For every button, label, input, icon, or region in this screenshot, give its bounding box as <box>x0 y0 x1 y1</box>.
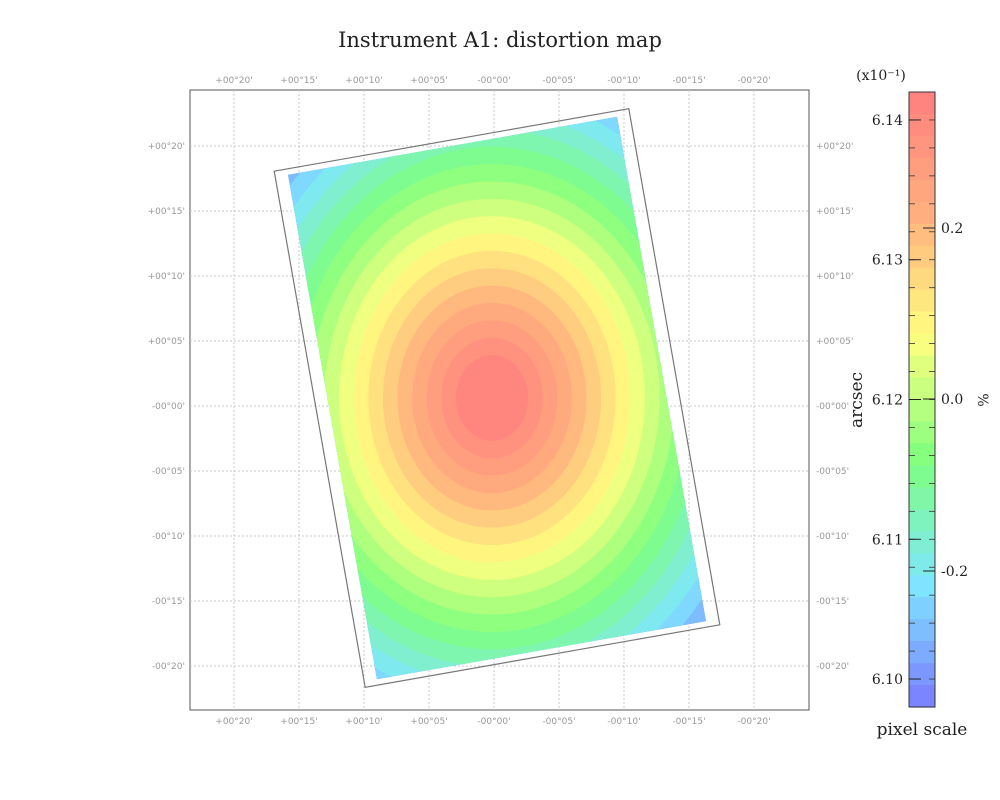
colorbar-band <box>909 465 935 488</box>
y-tick-label: -00°10' <box>152 532 185 542</box>
x-tick-label: -00°00' <box>477 717 510 727</box>
colorbar-tick-label: 6.14 <box>872 113 903 129</box>
y-tick-label: -00°10' <box>816 532 849 542</box>
x-tick-label: -00°15' <box>672 76 705 86</box>
colorbar-band <box>909 114 935 137</box>
y-tick-label: -00°05' <box>816 467 849 477</box>
colorbar-bottom-label: pixel scale <box>877 720 968 740</box>
colorbar-band <box>909 201 935 225</box>
x-tick-label: +00°05' <box>410 717 447 727</box>
colorbar-tick-label: 6.12 <box>872 393 903 409</box>
colorbar-right-ticks: 0.2 0.0 -0.2 <box>923 221 968 580</box>
colorbar-tick-label: -0.2 <box>941 564 968 580</box>
colorbar-band <box>909 355 935 379</box>
chart-title: Instrument A1: distortion map <box>338 28 662 52</box>
y-tick-label: +00°20' <box>816 142 853 152</box>
x-tick-label: -00°05' <box>542 76 575 86</box>
x-tick-label: +00°10' <box>345 717 382 727</box>
colorbar-exponent-label: (x10⁻¹) <box>856 68 906 84</box>
x-tick-label: -00°20' <box>737 717 770 727</box>
colorbar-band <box>909 443 935 466</box>
colorbar-left-ticks: 6.14 6.13 6.12 6.11 6.10 <box>872 113 921 688</box>
y-tick-label: -00°00' <box>816 402 849 412</box>
colorbar-tick-label: 0.0 <box>941 392 963 408</box>
colorbar-band <box>909 179 935 203</box>
colorbar-band <box>909 157 935 181</box>
colorbar-unit: % <box>974 393 990 406</box>
colorbar-band <box>909 685 935 708</box>
colorbar-band <box>909 135 935 159</box>
colorbar-band <box>909 487 935 510</box>
colorbar-band <box>909 223 935 247</box>
colorbar-tick-label: 6.13 <box>872 253 903 269</box>
y-tick-labels-left: +00°20' +00°15' +00°10' +00°05' -00°00' -00°0… <box>148 142 185 672</box>
colorbar-band <box>909 311 935 335</box>
x-tick-label: -00°15' <box>672 717 705 727</box>
x-tick-label: -00°10' <box>607 717 640 727</box>
colorbar-band <box>909 509 935 532</box>
x-tick-labels-top: +00°20' +00°15' +00°10' +00°05' -00°00' -00°0… <box>215 76 770 86</box>
colorbar-tick-label: 6.10 <box>872 672 903 688</box>
x-tick-label: +00°20' <box>215 717 252 727</box>
x-tick-label: +00°05' <box>410 76 447 86</box>
y-tick-label: +00°20' <box>148 142 185 152</box>
colorbar-band <box>909 619 935 642</box>
x-tick-label: -00°05' <box>542 717 575 727</box>
colorbar-band <box>909 641 935 664</box>
colorbar-band <box>909 245 935 269</box>
contour-band <box>455 355 529 441</box>
x-tick-label: +00°10' <box>345 76 382 86</box>
colorbar-band <box>909 377 935 401</box>
y-tick-label: +00°05' <box>148 337 185 347</box>
colorbar-band <box>909 553 935 576</box>
y-tick-label: +00°10' <box>148 272 185 282</box>
y-tick-label: +00°15' <box>816 207 853 217</box>
colorbar-band <box>909 333 935 357</box>
colorbar-band <box>909 531 935 554</box>
x-tick-label: -00°10' <box>607 76 640 86</box>
x-tick-label: +00°15' <box>280 76 317 86</box>
colorbar-band <box>909 421 935 445</box>
colorbar-band <box>909 575 935 598</box>
colorbar: (x10⁻¹) 6.146.136.126.116.10 0.20.0-0.2 … <box>856 68 990 740</box>
axis-label-right: arcsec <box>847 372 867 428</box>
y-tick-label: -00°15' <box>816 597 849 607</box>
colorbar-band <box>909 267 935 291</box>
x-tick-labels-bottom: +00°20' +00°15' +00°10' +00°05' -00°00' -00°0… <box>215 717 770 727</box>
x-tick-label: +00°15' <box>280 717 317 727</box>
colorbar-band <box>909 92 935 115</box>
distortion-map <box>288 116 706 680</box>
colorbar-tick-label: 6.11 <box>872 532 903 548</box>
x-tick-label: -00°20' <box>737 76 770 86</box>
colorbar-tick-label: 0.2 <box>941 221 963 237</box>
y-tick-labels-right: +00°20' +00°15' +00°10' +00°05' -00°00' -00°0… <box>816 142 853 672</box>
y-tick-label: +00°10' <box>816 272 853 282</box>
colorbar-band <box>909 289 935 313</box>
colorbar-band <box>909 663 935 686</box>
colorbar-band <box>909 597 935 620</box>
x-tick-label: -00°00' <box>477 76 510 86</box>
y-tick-label: -00°15' <box>152 597 185 607</box>
y-tick-label: -00°20' <box>816 662 849 672</box>
y-tick-label: +00°05' <box>816 337 853 347</box>
y-tick-label: +00°15' <box>148 207 185 217</box>
y-tick-label: -00°00' <box>152 402 185 412</box>
colorbar-band <box>909 399 935 423</box>
y-tick-label: -00°05' <box>152 467 185 477</box>
y-tick-label: -00°20' <box>152 662 185 672</box>
plot-frame <box>189 89 810 711</box>
detector-outline <box>273 108 721 688</box>
x-tick-label: +00°20' <box>215 76 252 86</box>
